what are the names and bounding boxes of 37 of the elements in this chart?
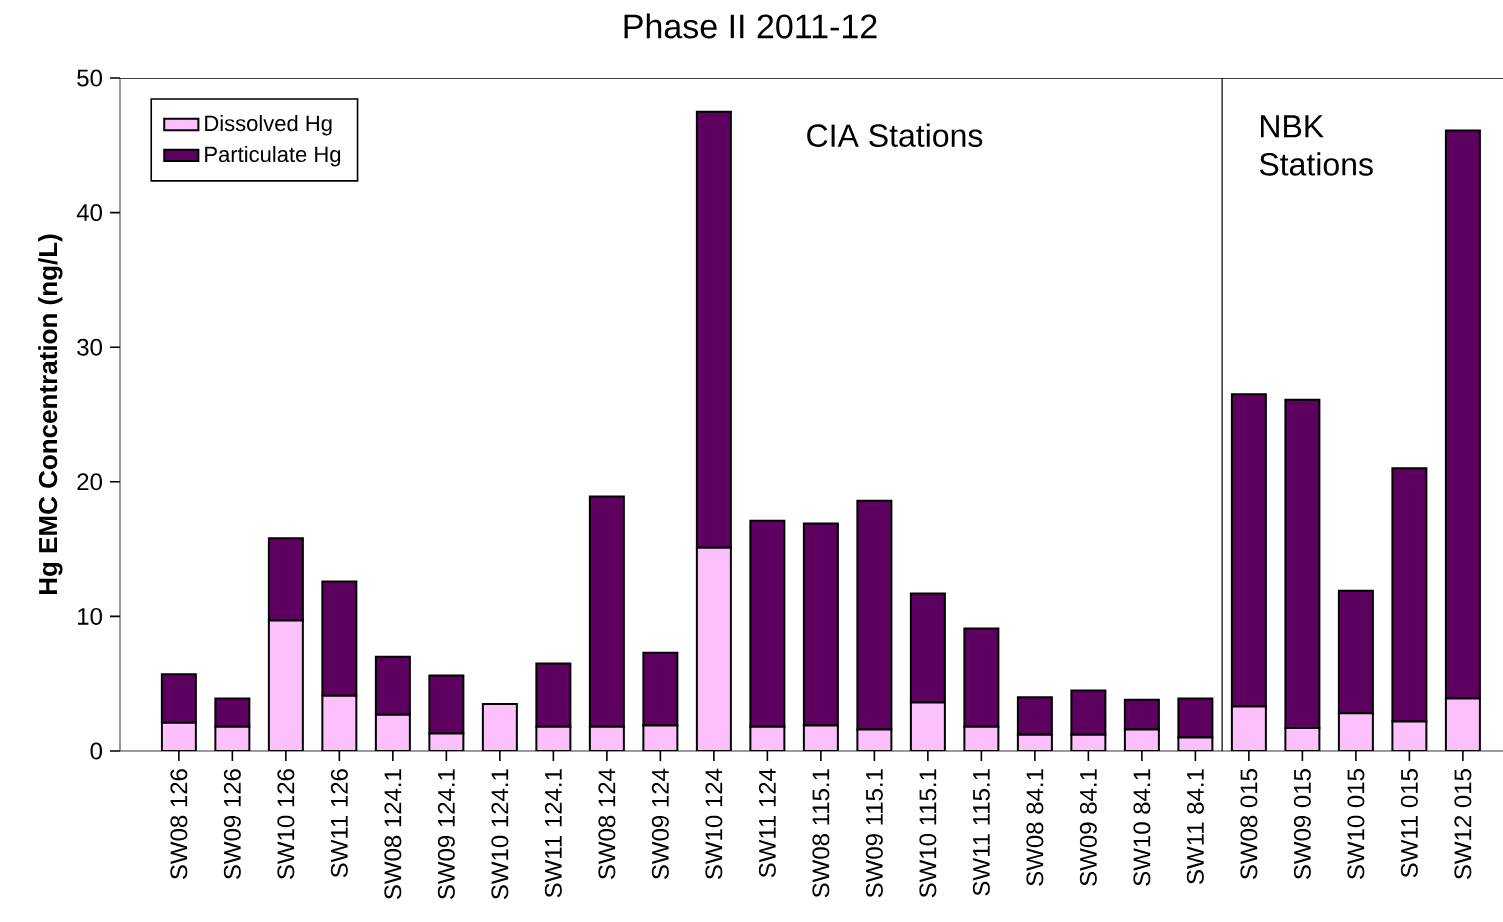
y-tick-label: 0 <box>90 742 103 760</box>
x-tick-label: SW09 126 <box>223 769 241 880</box>
chart-title: Phase II 2011-12 <box>624 13 877 39</box>
x-tick-label: SW12 015 <box>1454 769 1472 880</box>
x-tick-label: SW10 126 <box>277 769 295 880</box>
y-axis-title: Hg EMC Concentration (ng/L) <box>38 234 63 595</box>
annotation: CIA Stations <box>807 123 983 147</box>
x-tick-label: SW08 126 <box>170 769 188 880</box>
x-tick-label: SW11 115.1 <box>972 769 990 896</box>
x-tick-label: SW09 124.1 <box>437 769 455 900</box>
y-tick-label: 30 <box>77 338 103 356</box>
x-tick-label: SW08 015 <box>1240 769 1258 880</box>
x-tick-label: SW09 84.1 <box>1079 769 1097 886</box>
legend-label: Dissolved Hg <box>205 115 332 136</box>
x-tick-label: SW11 126 <box>330 769 348 878</box>
x-tick-label: SW08 124 <box>598 768 616 880</box>
x-tick-label: SW10 84.1 <box>1133 769 1151 886</box>
y-tick-label: 40 <box>76 204 103 222</box>
y-tick-label: 20 <box>77 473 103 491</box>
x-tick-label: SW08 84.1 <box>1026 769 1044 886</box>
x-tick-label: SW10 115.1 <box>919 769 937 898</box>
x-tick-label: SW11 124 <box>758 768 776 878</box>
x-tick-label: SW10 015 <box>1347 769 1365 880</box>
x-tick-label: SW11 015 <box>1400 769 1418 878</box>
x-tick-label: SW10 124.1 <box>491 769 509 900</box>
x-tick-label: SW11 84.1 <box>1186 769 1204 884</box>
y-tick-label: 10 <box>78 607 103 625</box>
legend-label: Particulate Hg <box>205 145 341 167</box>
annotation: NBK Stations <box>1259 115 1373 176</box>
x-tick-label: SW09 115.1 <box>865 769 883 898</box>
y-tick-label: 50 <box>77 69 103 87</box>
x-tick-label: SW08 124.1 <box>384 769 402 900</box>
x-tick-label: SW08 115.1 <box>812 769 830 898</box>
x-tick-label: SW09 124 <box>651 768 669 880</box>
x-tick-label: SW09 015 <box>1293 769 1311 880</box>
x-tick-label: SW11 124.1 <box>544 769 562 898</box>
x-tick-label: SW10 124 <box>705 768 723 880</box>
